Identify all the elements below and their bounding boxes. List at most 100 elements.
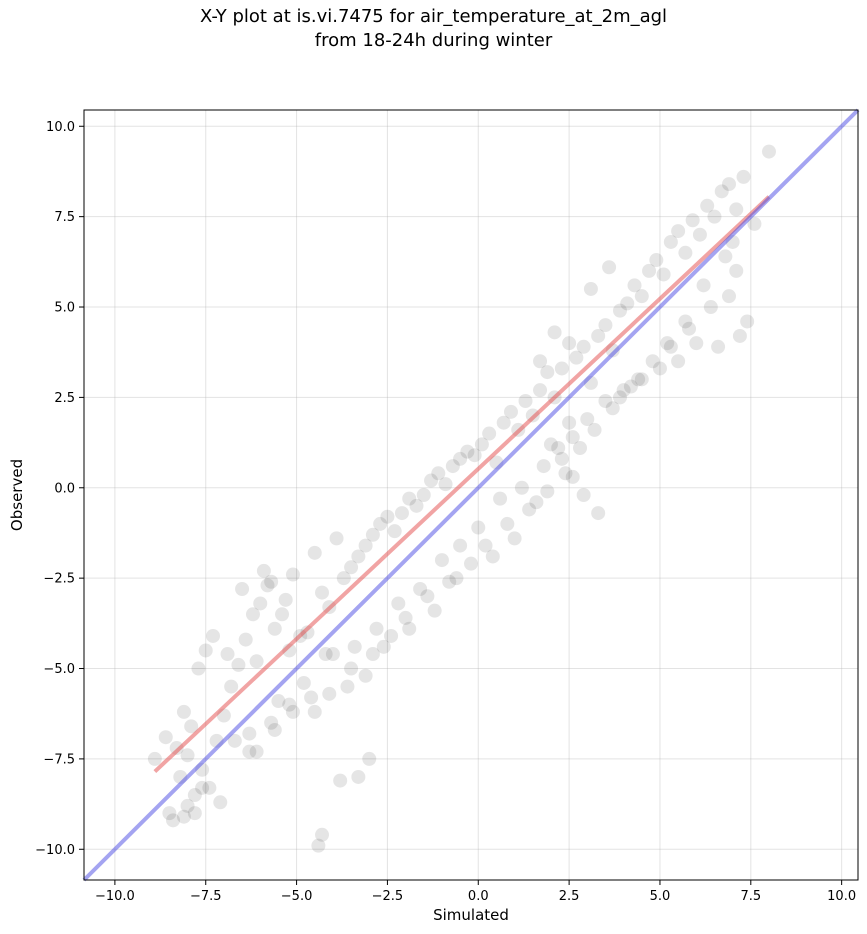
y-tick-label: −7.5 [43,752,75,767]
data-point [711,339,726,354]
data-point [391,596,406,611]
data-point [533,354,548,369]
data-point [376,639,391,654]
data-point [474,437,489,452]
data-point [380,509,395,524]
data-point [213,795,228,810]
data-point [220,647,235,662]
data-point [176,704,191,719]
data-point [464,556,478,571]
data-point [158,730,173,745]
data-point [300,625,315,640]
data-point [453,538,468,553]
data-point [296,675,311,690]
data-point [347,639,362,654]
data-point [344,661,359,676]
data-point [634,372,649,387]
data-point [583,281,598,296]
data-point [438,477,453,492]
data-point [369,621,384,636]
data-point [329,531,344,546]
data-point [598,318,613,333]
data-point [573,441,588,456]
data-point [278,592,293,607]
data-point [235,581,250,596]
data-point [514,480,529,495]
data-point [256,563,271,578]
data-point [533,383,548,398]
data-point [227,733,242,748]
data-point [315,827,330,842]
data-point [365,527,380,542]
data-point [365,647,380,662]
data-point [424,473,439,488]
data-point [307,704,322,719]
data-point [304,690,319,705]
data-point [554,361,569,376]
data-point [325,647,340,662]
data-point [605,401,620,416]
data-point [591,328,606,343]
data-point [714,184,729,199]
data-point [707,209,722,224]
data-point [540,484,555,499]
data-point [740,314,755,329]
y-axis-label: Observed [8,459,26,531]
data-point [529,495,544,510]
data-point [373,516,388,531]
data-point [162,806,177,821]
data-point [267,722,282,737]
data-point [351,769,366,784]
data-point [318,647,333,662]
data-point [315,585,330,600]
y-tick-label: 5.0 [54,301,75,316]
y-tick-label: −5.0 [43,662,75,677]
data-point [660,336,675,351]
identity-line [82,108,860,882]
data-point [671,224,686,239]
data-point [682,321,697,336]
data-point [732,328,747,343]
data-point [460,444,475,459]
data-point [656,267,671,282]
data-point [307,545,322,560]
y-tick-label: 0.0 [54,481,75,496]
data-point [522,502,537,517]
chart-subtitle: from 18-24h during winter [314,30,553,51]
data-point [267,621,282,636]
data-point [336,571,351,586]
data-point [652,361,667,376]
data-point [420,589,435,604]
data-point [558,466,573,481]
y-tick-label: −10.0 [35,843,75,858]
x-axis-label: Simulated [433,906,509,924]
data-point [282,697,297,712]
data-point [449,571,464,586]
data-point [700,198,715,213]
data-point [565,469,580,484]
x-tick-label: −5.0 [281,889,313,904]
data-point [195,780,210,795]
data-point [587,422,602,437]
data-point [249,654,264,669]
data-point [620,296,635,311]
data-point [543,437,558,452]
data-point [649,253,664,268]
data-point [761,144,776,159]
data-point [722,177,736,192]
data-point [409,498,424,513]
data-point [500,516,515,531]
y-tick-label: 2.5 [54,391,75,406]
data-point [253,596,268,611]
data-point [471,520,486,535]
data-point [187,788,202,803]
data-point [198,643,213,658]
data-point [387,524,402,539]
data-point [245,607,260,622]
data-point [507,531,522,546]
data-point [242,744,257,759]
x-tick-label: −2.5 [372,889,404,904]
data-point [238,632,253,647]
plot-frame [83,109,859,881]
data-point [264,574,279,589]
